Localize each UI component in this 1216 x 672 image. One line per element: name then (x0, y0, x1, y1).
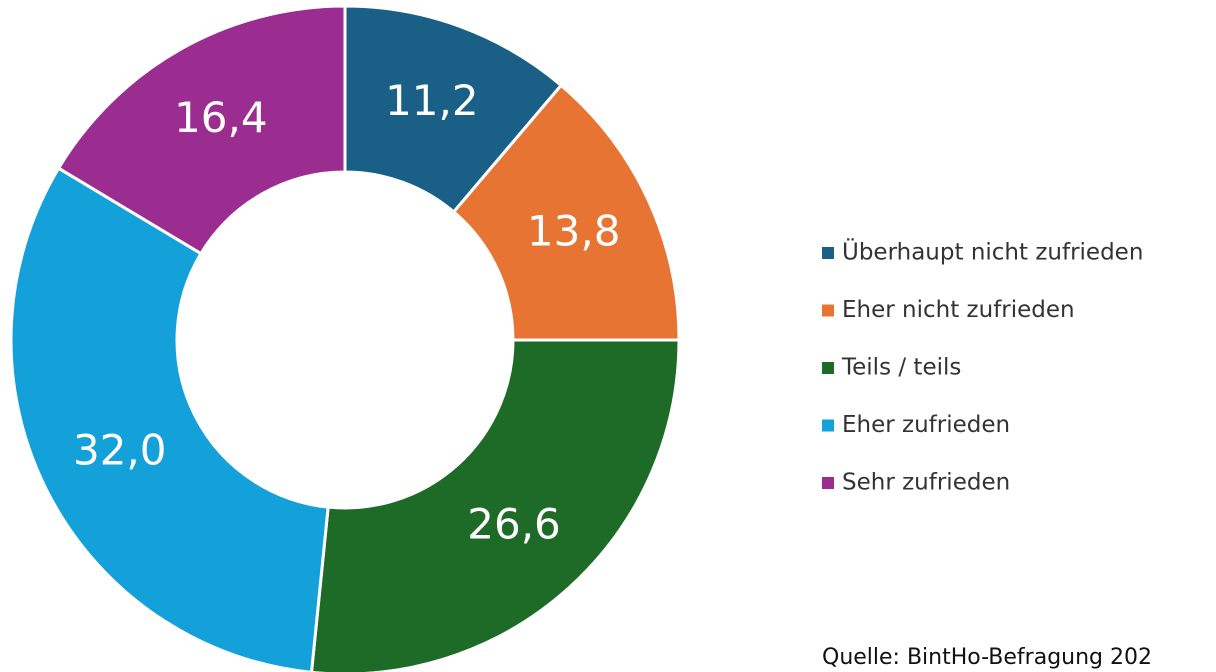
legend-swatch (822, 362, 834, 374)
donut-slice (343, 4, 564, 215)
donut-slice (9, 166, 330, 672)
legend-label: Sehr zufrieden (842, 470, 1010, 496)
legend-swatch (822, 247, 834, 259)
donut-slice (310, 338, 681, 672)
legend-label: Überhaupt nicht zufrieden (842, 238, 1143, 266)
legend-swatch (822, 304, 834, 317)
legend-label: Eher zufrieden (842, 412, 1010, 438)
legend-label: Teils / teils (841, 355, 961, 381)
slice-label: 32,0 (73, 425, 167, 474)
slice-label: 26,6 (467, 499, 561, 548)
legend-swatch (822, 477, 834, 489)
source-note: Quelle: BintHo-Befragung 202 (822, 645, 1152, 670)
legend-swatch (822, 419, 834, 432)
slice-label: 16,4 (174, 93, 268, 142)
legend-label: Eher nicht zufrieden (842, 297, 1075, 323)
slice-label: 11,2 (385, 76, 479, 125)
donut-slice (451, 83, 681, 342)
slice-label: 13,8 (527, 207, 621, 256)
donut-slice (56, 4, 347, 256)
